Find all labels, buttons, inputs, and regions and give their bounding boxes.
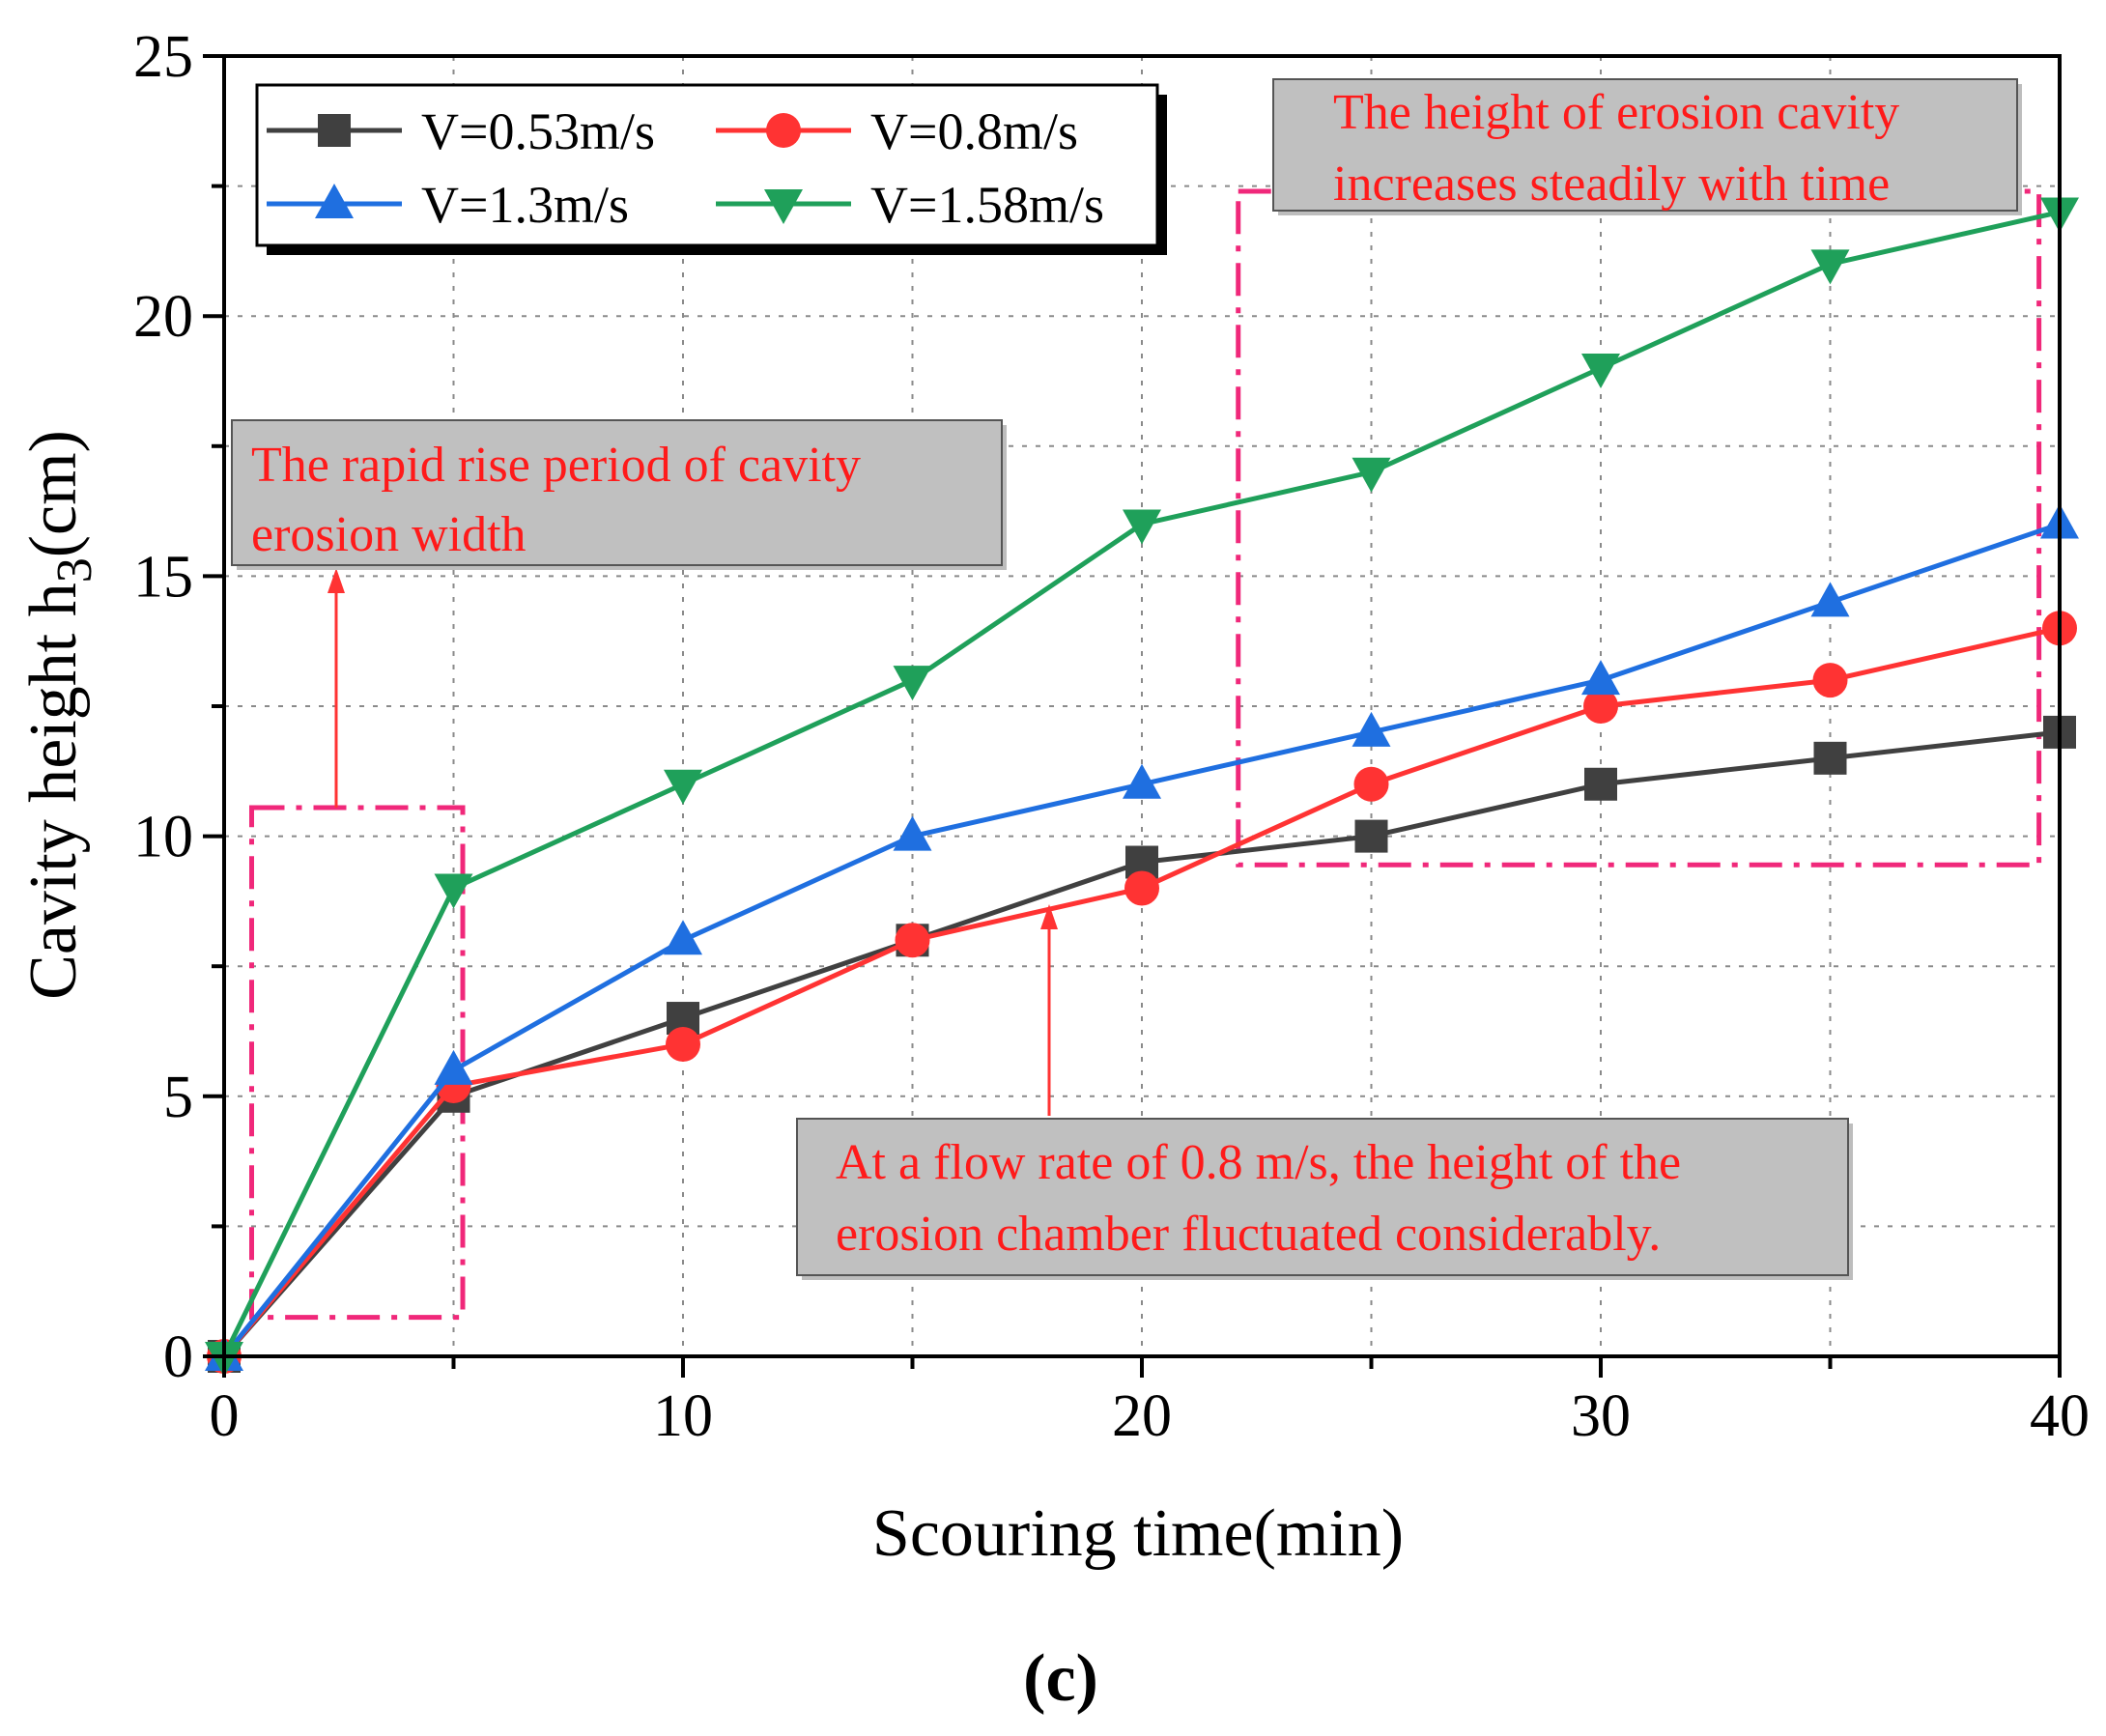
data-point [1352, 711, 1391, 747]
data-point [1583, 689, 1618, 724]
data-point [1581, 354, 1620, 389]
data-point [1352, 457, 1391, 493]
y-axis-title-main: Cavity height h [16, 583, 91, 1000]
data-point [1813, 741, 1847, 775]
rapid-rise-callout: The rapid rise period of cavity erosion w… [231, 419, 1007, 570]
y-axis-title: Cavity height h3(cm) [16, 430, 102, 1000]
data-point [1812, 663, 1848, 698]
data-point [666, 1026, 700, 1062]
data-point [1124, 870, 1159, 906]
data-point [434, 1049, 473, 1085]
x-tick-label: 20 [1112, 1383, 1172, 1449]
data-point [1810, 249, 1850, 285]
legend-entry: V=0.53m/s [267, 102, 655, 160]
data-point [1810, 582, 1850, 617]
legend-label: V=1.3m/s [421, 176, 629, 234]
y-tick-label: 10 [133, 805, 193, 870]
data-point [893, 666, 932, 701]
legend-entry: V=0.8m/s [716, 102, 1078, 160]
legend-label: V=1.58m/s [870, 176, 1104, 234]
legend-marker [766, 113, 801, 148]
data-point [893, 815, 932, 851]
data-point [664, 769, 702, 805]
x-tick-label: 30 [1571, 1383, 1631, 1449]
legend-label: V=0.53m/s [421, 102, 655, 160]
callout-text-line: At a flow rate of 0.8 m/s, the height of… [836, 1135, 1681, 1190]
callout-text-line: The height of erosion cavity [1333, 85, 1899, 140]
y-tick-label: 20 [133, 284, 193, 350]
data-point [1581, 660, 1620, 696]
callout-text-line: increases steadily with time [1333, 157, 1890, 212]
axes: 0 10 20 30 40 0 5 10 15 20 25 [133, 24, 2090, 1449]
y-tick-label: 5 [163, 1065, 193, 1130]
callout-box [796, 1118, 1849, 1276]
callout-box [1272, 78, 2018, 212]
legend-marker [315, 184, 354, 218]
data-point [895, 923, 930, 958]
rapid-rise-highlight-box [249, 805, 466, 1321]
data-point [1354, 819, 1388, 853]
callout-box [231, 419, 1003, 566]
x-tick-label: 10 [653, 1383, 713, 1449]
x-tick-label: 0 [210, 1383, 240, 1449]
x-axis-title: Scouring time(min) [872, 1496, 1404, 1571]
data-point [1353, 766, 1389, 802]
y-tick-label: 25 [133, 24, 193, 90]
data-point [1123, 763, 1161, 799]
steady-increase-callout: The height of erosion cavity increases st… [1272, 78, 2022, 215]
legend-marker [764, 189, 803, 224]
callout-text-line: erosion chamber fluctuated considerably. [836, 1207, 1661, 1262]
annotations: The rapid rise period of cavity erosion w… [231, 78, 2022, 1280]
data-point [664, 920, 702, 955]
y-tick-label: 0 [163, 1324, 193, 1390]
legend-label: V=0.8m/s [870, 102, 1078, 160]
y-axis-title-subscript: 3 [47, 557, 102, 583]
fluctuation-arrow [1040, 904, 1058, 1116]
data-point [1123, 509, 1161, 545]
legend-marker [318, 114, 351, 147]
rapid-rise-arrow [327, 568, 345, 808]
y-axis-title-unit: (cm) [16, 430, 91, 557]
y-tick-label: 15 [133, 544, 193, 610]
legend-entry: V=1.58m/s [716, 176, 1104, 234]
legend-box [255, 83, 1159, 247]
callout-text-line: The rapid rise period of cavity [251, 438, 861, 493]
steady-increase-highlight-box [1236, 188, 2042, 868]
callout-text-line: erosion width [251, 507, 526, 562]
data-point [1584, 767, 1617, 801]
data-point [434, 873, 473, 909]
fluctuation-callout: At a flow rate of 0.8 m/s, the height of… [796, 1118, 1853, 1280]
series-3 [205, 503, 2079, 1371]
legend: V=0.53m/s V=0.8m/s V=1.3m/s V=1.58m/s [255, 83, 1167, 255]
legend-entry: V=1.3m/s [267, 176, 629, 234]
panel-label: (c) [1023, 1641, 1098, 1716]
x-tick-label: 40 [2030, 1383, 2090, 1449]
series-4 [205, 197, 2079, 1377]
